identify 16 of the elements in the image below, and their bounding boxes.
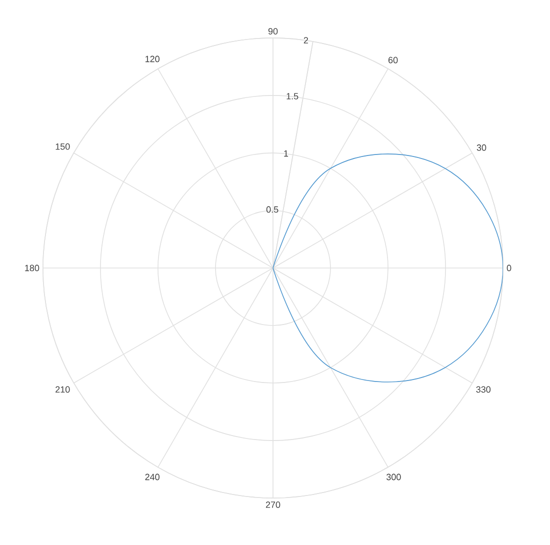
spoke-label: 0 xyxy=(506,264,512,272)
spoke-label: 240 xyxy=(145,474,160,480)
spoke-label: 120 xyxy=(146,56,160,62)
spoke-label: 60 xyxy=(388,56,398,64)
y-tick-label: 2 xyxy=(304,37,308,44)
spoke-label: 300 xyxy=(386,474,401,480)
spoke-label: 180 xyxy=(25,264,40,272)
spoke-label: 270 xyxy=(266,502,280,508)
y-tick-label: 1 xyxy=(284,150,288,157)
spoke-label: 90 xyxy=(268,28,278,34)
spoke-label: 330 xyxy=(476,386,491,393)
spoke-label: 150 xyxy=(56,143,70,150)
y-tick-label: 0.5 xyxy=(266,206,278,213)
y-tick-label: 1.5 xyxy=(286,93,298,100)
spoke-label: 30 xyxy=(476,144,486,151)
spoke-label: 210 xyxy=(56,386,70,393)
